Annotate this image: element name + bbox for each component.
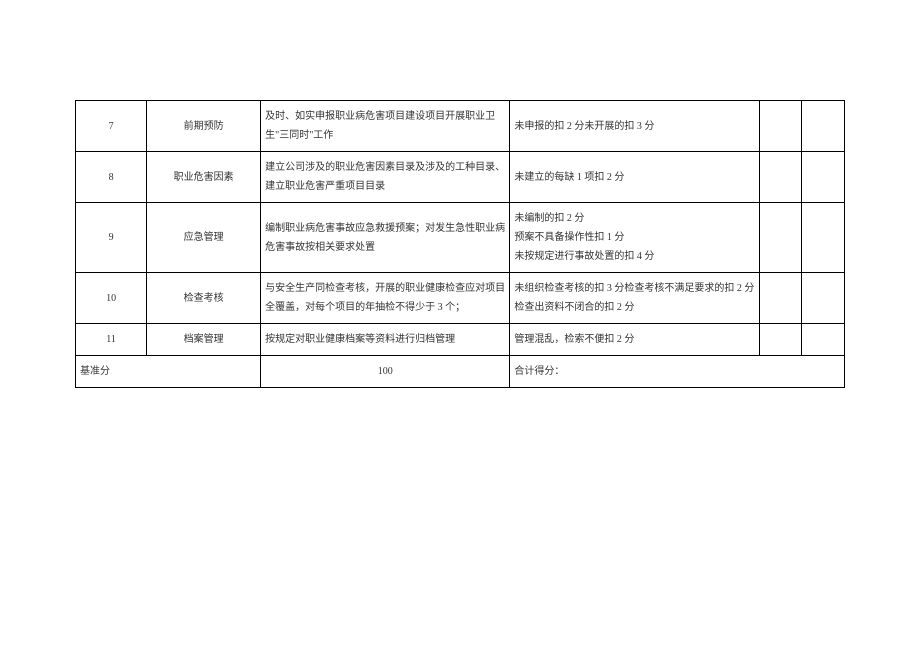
row-name: 职业危害因素 (147, 152, 261, 203)
row-blank1 (759, 152, 802, 203)
table-row: 7 前期预防 及时、如实申报职业病危害项目建设项目开展职业卫生"三同时"工作 未… (76, 101, 845, 152)
row-description: 编制职业病危害事故应急救援预案；对发生急性职业病危害事故按相关要求处置 (261, 203, 510, 273)
row-score: 未编制的扣 2 分预案不具备操作性扣 1 分未按规定进行事故处置的扣 4 分 (510, 203, 759, 273)
row-name: 应急管理 (147, 203, 261, 273)
row-description: 与安全生产同检查考核，开展的职业健康检查应对项目全覆盖，对每个项目的年抽检不得少… (261, 273, 510, 324)
row-score: 管理混乱，检索不便扣 2 分 (510, 324, 759, 356)
row-blank2 (802, 273, 845, 324)
row-score: 未建立的每缺 1 项扣 2 分 (510, 152, 759, 203)
row-score: 未申报的扣 2 分未开展的扣 3 分 (510, 101, 759, 152)
table-row: 8 职业危害因素 建立公司涉及的职业危害因素目录及涉及的工种目录、建立职业危害严… (76, 152, 845, 203)
table-row: 10 检查考核 与安全生产同检查考核，开展的职业健康检查应对项目全覆盖，对每个项… (76, 273, 845, 324)
row-blank1 (759, 324, 802, 356)
row-number: 7 (76, 101, 147, 152)
row-number: 8 (76, 152, 147, 203)
row-number: 11 (76, 324, 147, 356)
row-name: 检查考核 (147, 273, 261, 324)
row-blank1 (759, 273, 802, 324)
row-score: 未组织检查考核的扣 3 分检查考核不满足要求的扣 2 分检查出资料不闭合的扣 2… (510, 273, 759, 324)
row-blank2 (802, 101, 845, 152)
row-blank2 (802, 203, 845, 273)
footer-value: 100 (261, 356, 510, 388)
table-row: 9 应急管理 编制职业病危害事故应急救援预案；对发生急性职业病危害事故按相关要求… (76, 203, 845, 273)
row-blank2 (802, 152, 845, 203)
row-description: 建立公司涉及的职业危害因素目录及涉及的工种目录、建立职业危害严重项目目录 (261, 152, 510, 203)
row-description: 及时、如实申报职业病危害项目建设项目开展职业卫生"三同时"工作 (261, 101, 510, 152)
row-description: 按规定对职业健康档案等资料进行归档管理 (261, 324, 510, 356)
footer-total-label: 合计得分： (510, 356, 845, 388)
table-row: 11 档案管理 按规定对职业健康档案等资料进行归档管理 管理混乱，检索不便扣 2… (76, 324, 845, 356)
row-name: 档案管理 (147, 324, 261, 356)
table-body: 7 前期预防 及时、如实申报职业病危害项目建设项目开展职业卫生"三同时"工作 未… (76, 101, 845, 388)
row-blank1 (759, 203, 802, 273)
row-blank1 (759, 101, 802, 152)
row-number: 9 (76, 203, 147, 273)
footer-label: 基准分 (76, 356, 261, 388)
row-name: 前期预防 (147, 101, 261, 152)
row-number: 10 (76, 273, 147, 324)
row-blank2 (802, 324, 845, 356)
evaluation-table: 7 前期预防 及时、如实申报职业病危害项目建设项目开展职业卫生"三同时"工作 未… (75, 100, 845, 388)
table-footer-row: 基准分 100 合计得分： (76, 356, 845, 388)
